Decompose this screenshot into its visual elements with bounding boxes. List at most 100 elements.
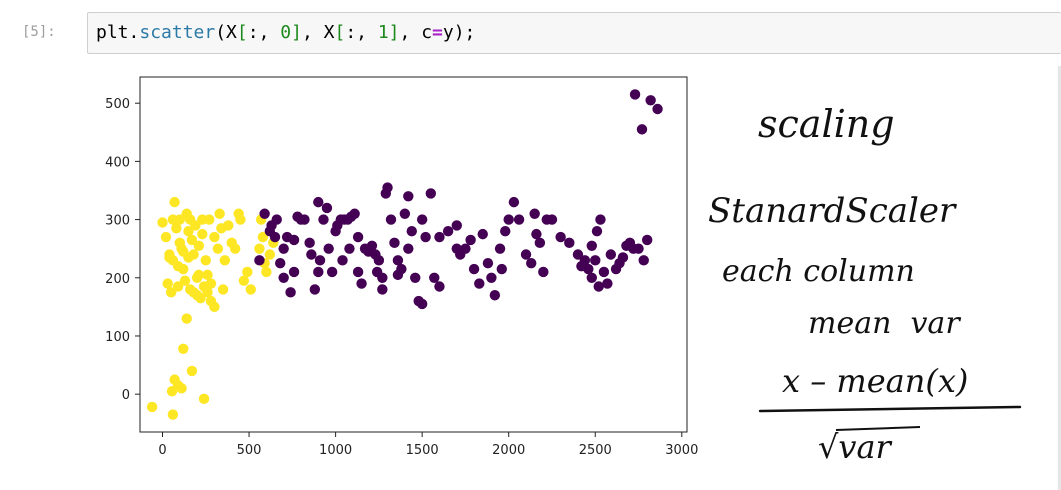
scatter-point-class-0 <box>275 258 286 269</box>
scatter-point-class-0 <box>500 226 511 237</box>
output-scrollbar[interactable] <box>1058 66 1061 490</box>
scatter-point-class-0 <box>465 234 476 246</box>
scatter-point-class-0 <box>595 214 606 225</box>
code-cell-input[interactable]: plt.scatter(X[:, 0], X[:, 1], c=y); <box>87 12 1061 54</box>
scatter-point-class-0 <box>579 255 591 266</box>
scatter-point-class-0 <box>590 255 601 266</box>
y-tick-label: 0 <box>122 388 130 403</box>
scatter-point-class-1 <box>212 243 224 254</box>
scatter-point-class-1 <box>157 217 168 228</box>
code-token: :, <box>247 22 281 43</box>
code-token-function: scatter <box>139 22 216 43</box>
code-token-bracket: ] <box>291 22 302 43</box>
scatter-point-class-0 <box>389 237 400 249</box>
scatter-point-class-1 <box>202 287 213 298</box>
code-line[interactable]: plt.scatter(X[:, 0], X[:, 1], c=y); <box>96 22 475 43</box>
x-tick-label: 500 <box>237 443 262 458</box>
code-token-bracket: [ <box>334 22 346 43</box>
scatter-point-class-0 <box>403 191 414 202</box>
code-token-operator: = <box>432 22 443 43</box>
cell-prompt: [5]: <box>22 24 56 40</box>
scatter-point-class-0 <box>633 243 644 254</box>
scatter-point-class-1 <box>166 386 178 397</box>
data-points <box>146 89 663 420</box>
scatter-point-class-0 <box>531 228 542 240</box>
scatter-point-class-1 <box>197 214 208 225</box>
scatter-point-class-0 <box>538 266 549 278</box>
scatter-point-class-0 <box>593 281 604 292</box>
scatter-point-class-1 <box>202 269 213 281</box>
scatter-point-class-0 <box>382 182 393 193</box>
scatter-point-class-0 <box>555 231 566 243</box>
scatter-point-class-0 <box>503 214 514 225</box>
scatter-point-class-1 <box>190 220 201 231</box>
y-tick-label: 500 <box>105 97 130 112</box>
scatter-point-class-1 <box>171 223 182 234</box>
scatter-point-class-0 <box>266 220 277 231</box>
scatter-point-class-0 <box>373 255 385 266</box>
scatter-point-class-1 <box>238 275 250 286</box>
x-tick-label: 0 <box>158 443 166 458</box>
scatter-point-class-0 <box>486 272 497 283</box>
scatter-point-class-0 <box>442 226 454 237</box>
scatter-point-class-0 <box>254 255 265 266</box>
scatter-point-class-0 <box>429 272 440 283</box>
y-tick-label: 200 <box>105 272 130 287</box>
scatter-point-class-0 <box>605 249 617 260</box>
note-sqrt-overline <box>835 426 921 431</box>
scatter-point-class-0 <box>460 243 471 254</box>
y-tick-label: 100 <box>105 330 130 345</box>
scatter-point-class-1 <box>169 196 180 208</box>
note-fraction-bar <box>758 405 1022 413</box>
scatter-point-class-0 <box>288 266 300 278</box>
scatter-point-class-1 <box>172 281 184 292</box>
scatter-point-class-0 <box>534 237 546 249</box>
scatter-point-class-0 <box>489 290 501 301</box>
scatter-point-class-0 <box>638 255 649 266</box>
scatter-point-class-0 <box>349 208 360 219</box>
scatter-point-class-0 <box>385 214 397 225</box>
scatter-point-class-0 <box>496 263 507 275</box>
scatter-point-class-0 <box>591 226 603 237</box>
scatter-point-class-1 <box>261 266 272 278</box>
scatter-point-class-0 <box>602 278 613 289</box>
scatter-point-class-0 <box>416 214 428 225</box>
scatter-point-class-0 <box>309 284 321 295</box>
scatter-point-class-0 <box>652 103 663 115</box>
scatter-point-class-1 <box>186 365 198 377</box>
scatter-point-class-0 <box>451 243 462 254</box>
x-tick-label: 1500 <box>406 443 439 458</box>
scatter-point-class-0 <box>318 214 329 225</box>
x-axis: 0 500 1000 1500 2000 2500 3000 <box>158 432 698 458</box>
scatter-point-class-0 <box>406 226 417 237</box>
scatter-point-class-1 <box>193 269 205 281</box>
scatter-point-class-0 <box>410 272 421 283</box>
note-formula-denominator: √var <box>818 428 893 466</box>
scatter-point-class-0 <box>520 249 532 260</box>
scatter-point-class-0 <box>352 266 364 278</box>
scatter-point-class-1 <box>245 284 256 295</box>
scatter-point-class-1 <box>219 255 231 266</box>
scatter-point-class-0 <box>288 234 300 246</box>
scatter-point-class-1 <box>146 401 158 413</box>
scatter-point-class-1 <box>223 220 234 231</box>
scatter-point-class-0 <box>468 263 480 275</box>
scatter-point-class-0 <box>321 202 333 214</box>
scatter-point-class-1 <box>178 343 189 354</box>
scatter-point-class-0 <box>564 237 575 249</box>
scatter-point-class-1 <box>193 240 205 251</box>
code-token-bracket: ] <box>388 22 400 43</box>
scatter-point-class-1 <box>176 383 187 394</box>
scatter-point-class-0 <box>629 89 641 100</box>
scatter-point-class-0 <box>425 188 437 199</box>
code-token-number: 1 <box>377 22 389 43</box>
scatter-point-class-0 <box>337 255 348 266</box>
scatter-point-class-1 <box>209 301 220 313</box>
scatter-point-class-1 <box>217 284 229 295</box>
scatter-point-class-1 <box>183 226 194 237</box>
scatter-point-class-1 <box>197 228 208 240</box>
scatter-point-class-1 <box>200 255 211 266</box>
scatter-point-class-0 <box>482 258 494 269</box>
code-token: y); <box>442 22 476 43</box>
scatter-point-class-0 <box>269 231 281 243</box>
